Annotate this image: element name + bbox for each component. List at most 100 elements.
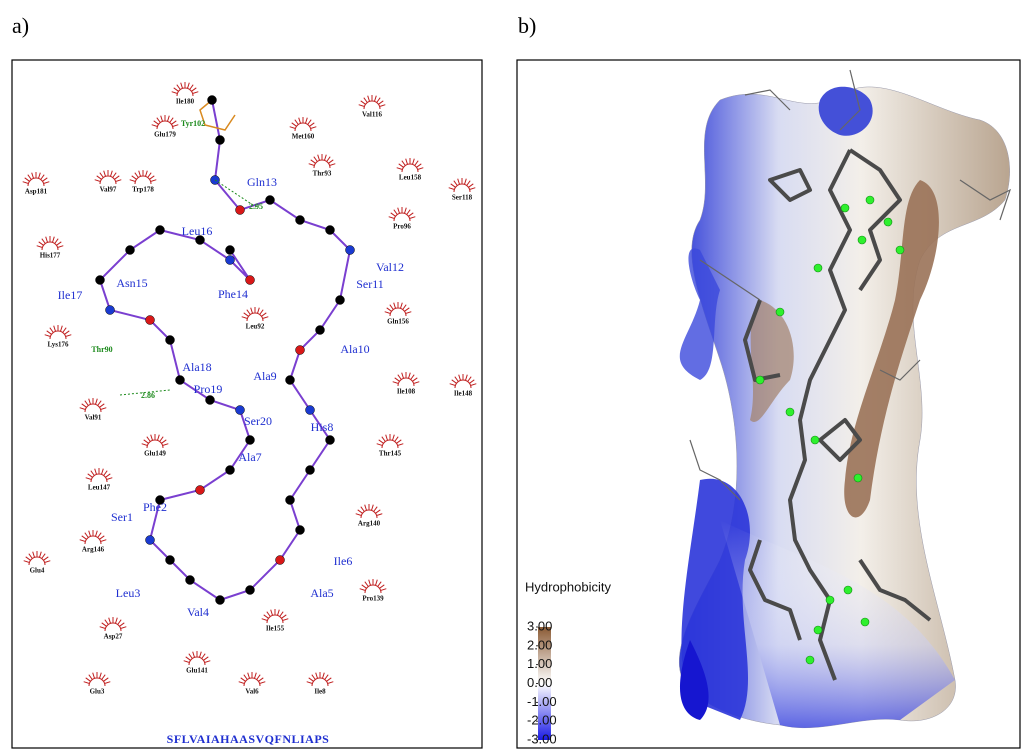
peptide-residue: Val4	[187, 605, 209, 619]
contact-residue: Pro139	[362, 595, 384, 603]
contact-residue: Thr145	[379, 450, 402, 458]
peptide-residue: Phe2	[143, 500, 167, 514]
peptide-residue: Phe14	[218, 287, 248, 301]
contact-residue: Ile108	[397, 388, 416, 396]
peptide-residue: Gln13	[247, 175, 277, 189]
hbond-atoms	[755, 195, 905, 665]
atom	[155, 225, 165, 235]
bond	[98, 99, 352, 602]
hydrophobic-contact	[79, 398, 107, 413]
hydrophobic-contact	[22, 172, 50, 187]
contact-residue: Glu4	[30, 567, 45, 575]
peptide-residue: His8	[311, 420, 334, 434]
peptide-residue: Ser20	[244, 414, 272, 428]
hydrophobic-contact	[238, 672, 266, 687]
hydrophobic-contact	[79, 530, 107, 545]
ligplot: Gln13 Leu16 Val12 Asn15 Phe14 Ser11 Ile17 Ala10…	[22, 82, 477, 696]
contact-residue: Thr93	[313, 170, 332, 178]
colorbar-tick-label: -2.00	[527, 713, 557, 728]
atom	[295, 525, 305, 535]
contact-residue: Val6	[245, 688, 259, 696]
contact-residue: Pro96	[393, 223, 411, 231]
atom	[235, 405, 245, 415]
atom	[305, 465, 315, 475]
peptide-residue: Ala5	[310, 586, 333, 600]
peptide-residue: Ser1	[111, 510, 133, 524]
hydrophobic-contact	[141, 434, 169, 449]
hydrophobic-contact	[289, 117, 317, 132]
atom	[165, 555, 175, 565]
hydrophobic-contact	[355, 504, 383, 519]
atom	[265, 195, 275, 205]
peptide-residue: Ala10	[340, 342, 369, 356]
hbond-partner: Thr90	[91, 345, 112, 354]
contact-residue: Asp27	[104, 633, 123, 641]
hydrophobic-contact	[261, 609, 289, 624]
atom	[205, 395, 215, 405]
contact-residue: Leu147	[88, 484, 111, 492]
contact-residue: Glu149	[144, 450, 166, 458]
hydrophobic-contact	[151, 115, 179, 130]
peptide-residue: Ala7	[238, 450, 261, 464]
contact-residue: Trp178	[132, 186, 154, 194]
hydrophobic-contact	[392, 372, 420, 387]
hydrophobic-contact	[183, 651, 211, 666]
atom	[285, 375, 295, 385]
hydrophobic-contact	[376, 434, 404, 449]
peptide-sticks	[743, 148, 932, 681]
receptor-sticks	[689, 69, 1012, 501]
colorbar-tick-label: 3.00	[527, 618, 552, 633]
contact-residue: Met160	[292, 133, 315, 141]
hydrophobic-contact	[44, 325, 72, 340]
colorbar-title: Hydrophobicity	[525, 579, 611, 594]
contact-residue: Glu3	[90, 688, 105, 696]
hbond-partner: Tyr102	[181, 119, 205, 128]
hydrophobic-contact	[36, 236, 64, 251]
contact-residue: Lys176	[47, 341, 69, 349]
contact-residue: Arg140	[358, 520, 381, 528]
atom	[175, 375, 185, 385]
atom	[335, 295, 345, 305]
hbond-line	[119, 389, 171, 396]
hydrophobic-contact	[448, 178, 476, 193]
hydrophobic-contact	[388, 207, 416, 222]
hydrophobic-contact	[384, 302, 412, 317]
atom	[215, 595, 225, 605]
surface-render	[679, 86, 1010, 729]
atom	[225, 255, 235, 265]
atom	[245, 435, 255, 445]
hydrophobic-contact	[396, 158, 424, 173]
atom	[155, 495, 165, 505]
peptide-residue: Ala18	[182, 360, 211, 374]
colorbar-tick-label: -3.00	[527, 731, 557, 746]
sequence: SFLVAIAHAASVQFNLIAPS	[167, 732, 330, 746]
hydrophobic-contact	[359, 579, 387, 594]
panel-label: b)	[518, 13, 536, 38]
atom	[185, 575, 195, 585]
peptide-residue: Ala9	[253, 369, 276, 383]
peptide-residue: Ser11	[356, 277, 384, 291]
atom	[207, 95, 217, 105]
atom	[235, 205, 245, 215]
atom	[315, 325, 325, 335]
hydrophobic-contact	[241, 307, 269, 322]
hbond-distance: 2.86	[141, 391, 155, 400]
hydrophobic-contact	[23, 551, 51, 566]
atom	[345, 245, 355, 255]
contact-residue: Val91	[85, 414, 102, 422]
atom	[125, 245, 135, 255]
peptide-residue: Ile6	[334, 554, 353, 568]
peptide-residue: Leu16	[182, 224, 213, 238]
contact-residue: Ile148	[454, 390, 473, 398]
hydrophobic-contact	[449, 374, 477, 389]
contact-residue: Val116	[362, 111, 382, 119]
hbond-distance: 2.95	[249, 202, 263, 211]
atom	[245, 585, 255, 595]
contact-residue: Asp181	[25, 188, 48, 196]
atom	[145, 315, 155, 325]
atom	[225, 245, 235, 255]
contact-residue: Arg146	[82, 546, 105, 554]
atom	[225, 465, 235, 475]
contact-residue: Glu141	[186, 667, 208, 675]
